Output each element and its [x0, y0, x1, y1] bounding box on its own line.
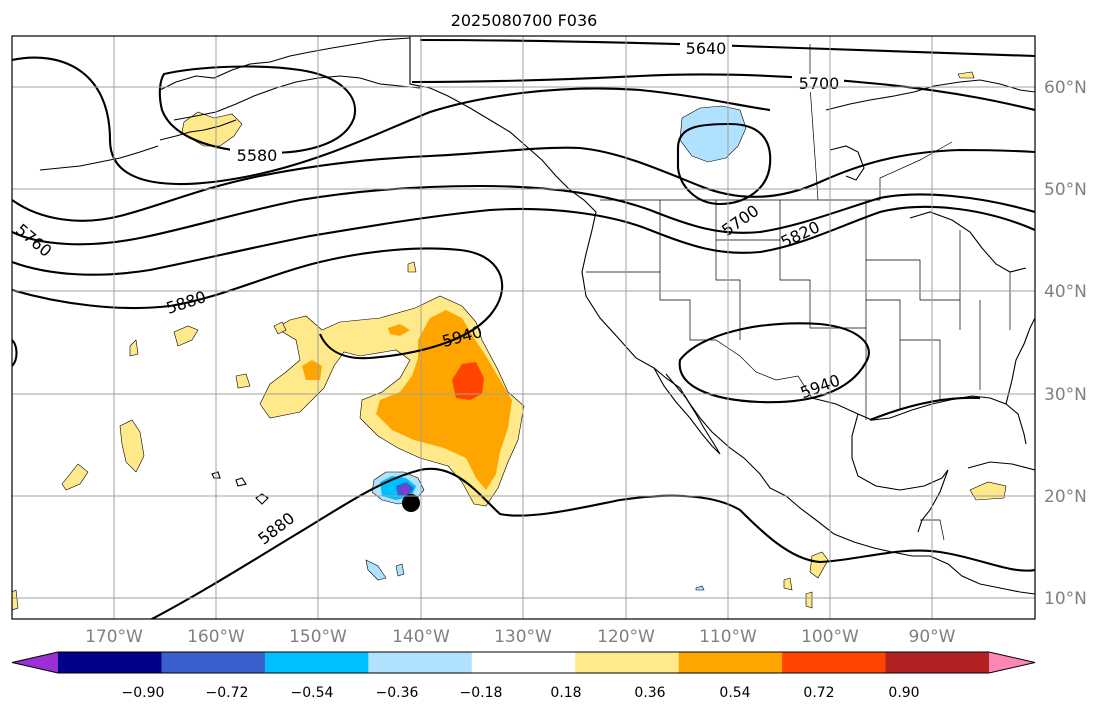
anomaly-blob-2: [129, 339, 139, 357]
colorbar-tick-label: −0.72: [206, 685, 249, 701]
colorbar: [11, 651, 1036, 674]
anomaly-negative-small-1: [365, 559, 387, 581]
lat-label: 20°N: [1044, 487, 1087, 507]
colorbar-tick-label: −0.90: [122, 685, 165, 701]
colorbar-segment: [575, 652, 680, 673]
anomaly-negative-small-2: [395, 563, 405, 577]
lat-label: 60°N: [1044, 78, 1087, 98]
lon-label: 140°W: [392, 627, 450, 647]
shaded-fields: [12, 71, 1007, 611]
anomaly-blob-4: [119, 419, 145, 473]
lat-label: 50°N: [1044, 180, 1087, 200]
colorbar-segment: [161, 652, 266, 673]
gridlines: [12, 36, 1035, 619]
colorbar-segment: [782, 652, 887, 673]
map-border: [11, 35, 1036, 620]
colorbar-segment: [264, 652, 369, 673]
anomaly-orange-west: [302, 360, 322, 380]
colorbar-segment: [471, 652, 576, 673]
anomaly-blob-1: [173, 325, 199, 347]
lon-label: 100°W: [801, 627, 859, 647]
lat-label: 30°N: [1044, 385, 1087, 405]
anomaly-orange-north: [388, 324, 410, 336]
colorbar-tick-label: 0.36: [634, 685, 665, 701]
lon-label: 150°W: [289, 627, 347, 647]
anomaly-negative-purple: [400, 486, 410, 494]
colorbar-tick-labels: −0.90 −0.72 −0.54 −0.36 −0.18 0.18 0.36 …: [122, 685, 920, 701]
colorbar-segment: [58, 652, 162, 673]
colorbar-extend-min: [12, 652, 58, 673]
colorbar-segment: [368, 652, 473, 673]
contour-label-bg: [230, 146, 282, 164]
anomaly-blob-7: [809, 551, 829, 579]
latitude-labels: 60°N 50°N 40°N 30°N 20°N 10°N: [1044, 78, 1087, 609]
anomaly-blob-11: [407, 261, 417, 273]
longitude-labels: 170°W 160°W 150°W 140°W 130°W 120°W 110°…: [85, 627, 956, 647]
contour-label-5640: 5640: [686, 39, 727, 58]
anomaly-blob-10: [957, 71, 975, 79]
lon-label: 160°W: [187, 627, 245, 647]
anomaly-blob-8: [783, 577, 793, 591]
anomaly-negative-canada: [679, 105, 747, 163]
lon-label: 90°W: [909, 627, 956, 647]
anomaly-blob-5: [61, 463, 89, 491]
storm-marker: [402, 494, 420, 512]
anomaly-blob-13: [12, 589, 19, 611]
colorbar-outline: [11, 651, 1036, 674]
colorbar-extend-max: [989, 652, 1035, 673]
map-title: 2025080700 F036: [451, 11, 598, 30]
coastlines: [39, 36, 1035, 595]
colorbar-segment: [885, 652, 990, 673]
contour-label-5580: 5580: [237, 146, 278, 165]
anomaly-blob-3: [235, 373, 251, 389]
contour-label-5700-north: 5700: [799, 74, 840, 93]
lon-label: 130°W: [494, 627, 552, 647]
colorbar-tick-label: −0.36: [376, 685, 419, 701]
lat-label: 40°N: [1044, 282, 1087, 302]
colorbar-tick-label: 0.54: [719, 685, 750, 701]
lat-label: 10°N: [1044, 589, 1087, 609]
anomaly-negative-small-3: [695, 585, 705, 591]
colorbar-tick-label: −0.18: [460, 685, 503, 701]
anomaly-blob-9: [805, 591, 813, 609]
colorbar-tick-label: 0.90: [888, 685, 919, 701]
colorbar-tick-label: 0.72: [803, 685, 834, 701]
lon-label: 170°W: [85, 627, 143, 647]
lon-label: 110°W: [699, 627, 757, 647]
colorbar-tick-label: −0.54: [291, 685, 334, 701]
anomaly-positive-red: [452, 362, 484, 400]
contour-label-bg: [680, 39, 732, 57]
anomaly-positive-orange: [376, 310, 512, 490]
anomaly-blob-12: [273, 321, 287, 335]
lon-label: 120°W: [597, 627, 655, 647]
colorbar-segment: [678, 652, 783, 673]
colorbar-tick-label: 0.18: [550, 685, 581, 701]
